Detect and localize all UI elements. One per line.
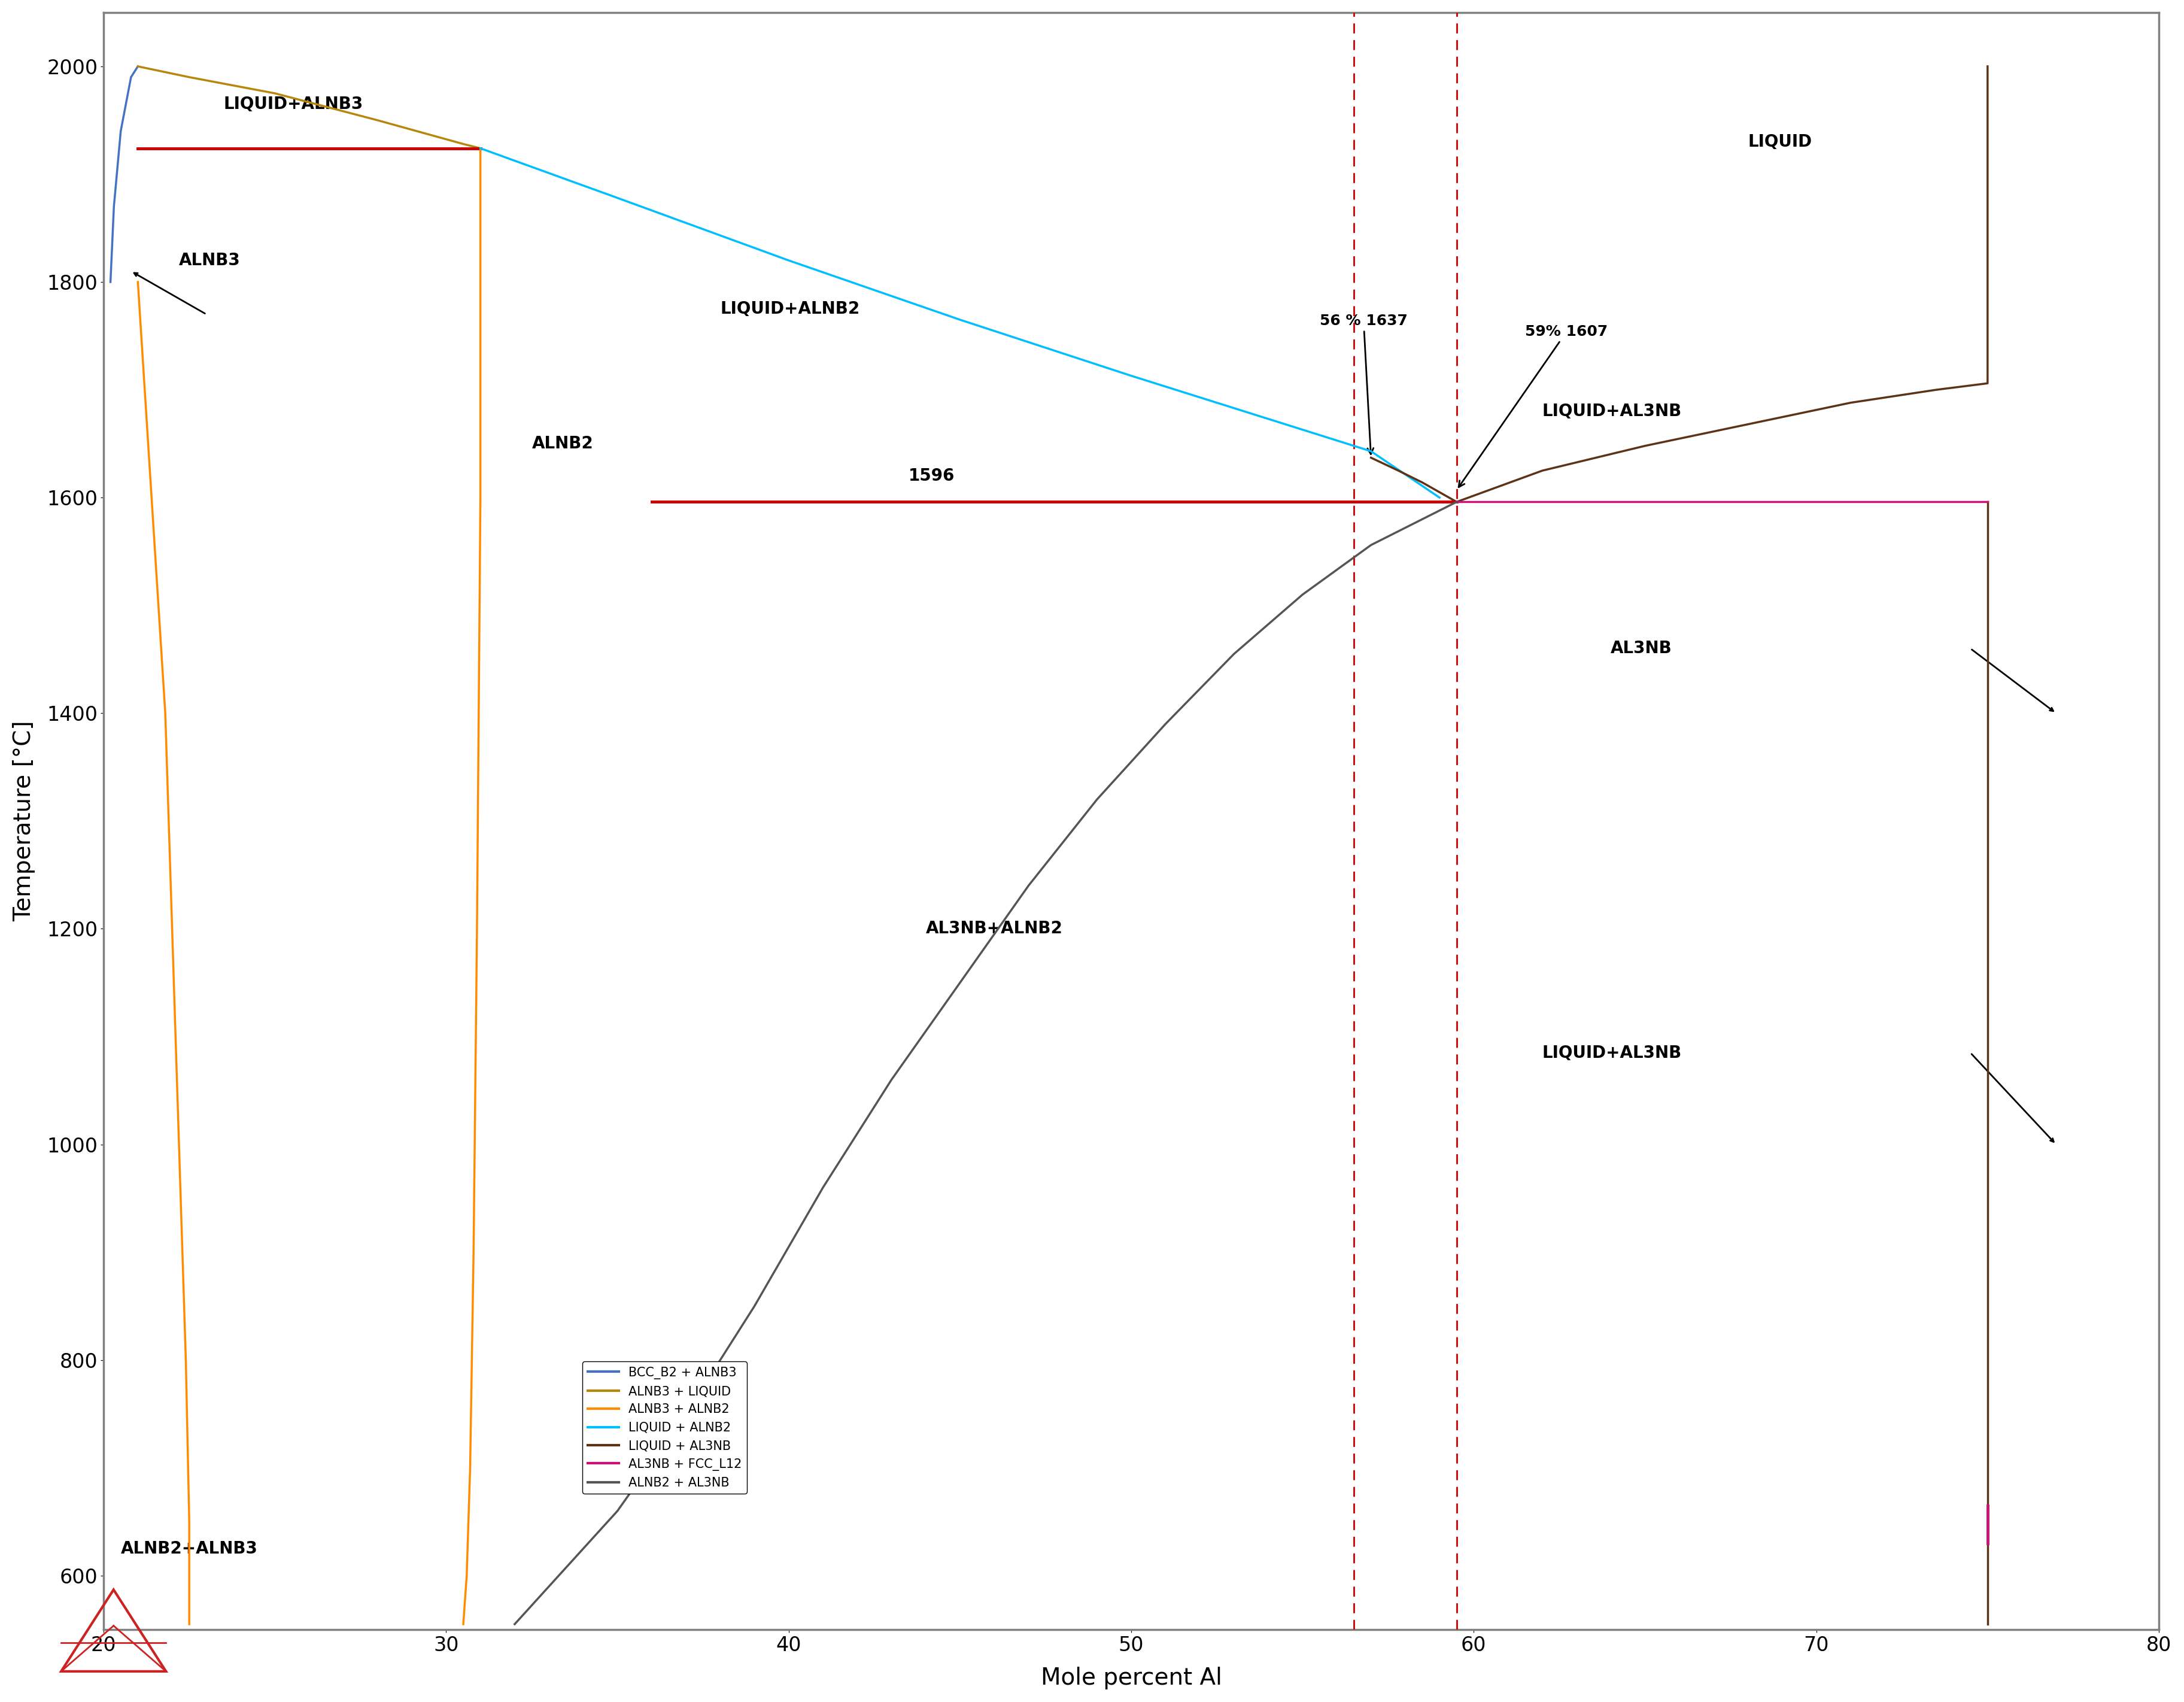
Text: 1596: 1596	[909, 468, 954, 485]
Text: LIQUID+AL3NB: LIQUID+AL3NB	[1542, 1045, 1682, 1060]
Text: LIQUID+ALNB2: LIQUID+ALNB2	[721, 301, 860, 317]
X-axis label: Mole percent Al: Mole percent Al	[1040, 1666, 1221, 1690]
Text: LIQUID+ALNB3: LIQUID+ALNB3	[223, 95, 363, 112]
Text: 59% 1607: 59% 1607	[1459, 325, 1607, 487]
Text: ALNB2: ALNB2	[531, 436, 594, 453]
Text: AL3NB+ALNB2: AL3NB+ALNB2	[926, 921, 1064, 938]
Text: 56 % 1637: 56 % 1637	[1319, 313, 1406, 454]
Text: LIQUID: LIQUID	[1747, 133, 1813, 150]
Text: ALNB2+ALNB3: ALNB2+ALNB3	[120, 1540, 258, 1557]
Legend: BCC_B2 + ALNB3, ALNB3 + LIQUID, ALNB3 + ALNB2, LIQUID + ALNB2, LIQUID + AL3NB, A: BCC_B2 + ALNB3, ALNB3 + LIQUID, ALNB3 + …	[583, 1362, 747, 1494]
Text: ALNB3: ALNB3	[179, 252, 240, 269]
Y-axis label: Temperature [°C]: Temperature [°C]	[13, 720, 35, 921]
Text: LIQUID+AL3NB: LIQUID+AL3NB	[1542, 403, 1682, 420]
Text: AL3NB: AL3NB	[1612, 640, 1673, 657]
